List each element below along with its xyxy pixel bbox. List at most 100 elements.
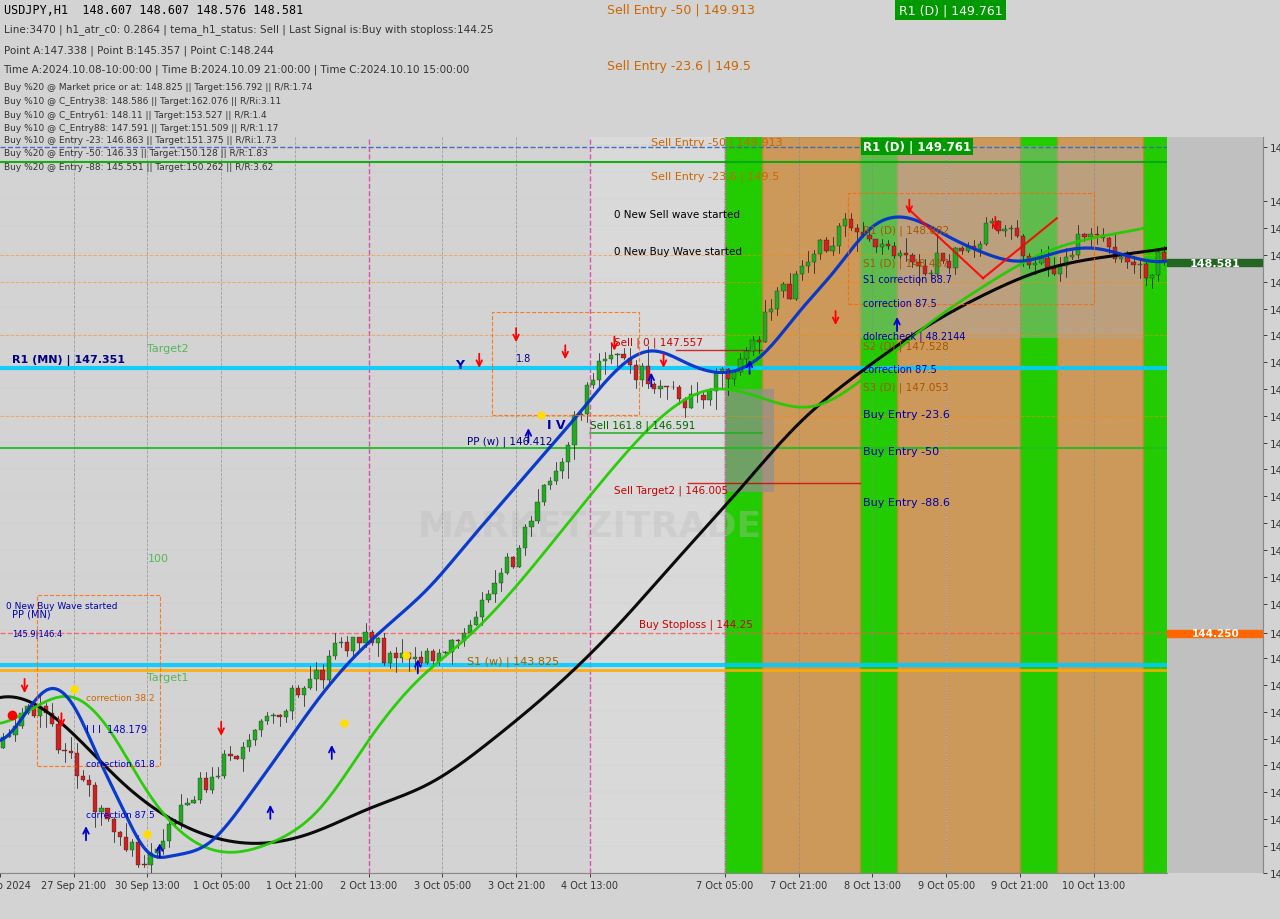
Bar: [351, 638, 356, 651]
Bar: [1088, 235, 1093, 238]
Bar: [899, 254, 902, 256]
Bar: [93, 785, 97, 811]
Bar: [1, 737, 5, 748]
Bar: [271, 715, 275, 716]
Bar: [714, 373, 718, 391]
Bar: [81, 776, 84, 780]
Bar: [879, 244, 883, 248]
Bar: [1009, 229, 1012, 230]
Text: S1 (D) | 148.487: S1 (D) | 148.487: [863, 258, 948, 268]
Bar: [860, 138, 897, 873]
Text: Buy Entry -88.6: Buy Entry -88.6: [863, 497, 950, 507]
Bar: [756, 340, 760, 342]
Text: Buy %10 @ C_Entry61: 148.11 || Target:153.527 || R/R:1.4: Buy %10 @ C_Entry61: 148.11 || Target:15…: [4, 110, 266, 119]
Bar: [535, 502, 540, 521]
Bar: [904, 254, 909, 255]
Bar: [241, 747, 244, 759]
Text: correction 87.5: correction 87.5: [863, 299, 937, 308]
Bar: [572, 415, 576, 445]
Bar: [1119, 257, 1124, 260]
Bar: [339, 642, 343, 643]
Bar: [689, 395, 694, 408]
Bar: [462, 633, 466, 641]
Text: Buy %20 @ Entry -88: 145.551 || Target:150.262 || R/R:3.62: Buy %20 @ Entry -88: 145.551 || Target:1…: [4, 163, 273, 172]
Bar: [1132, 263, 1135, 266]
Text: Buy Entry -50: Buy Entry -50: [863, 446, 938, 456]
Text: Buy %10 @ C_Entry38: 148.586 || Target:162.076 || R/Ri:3.11: Buy %10 @ C_Entry38: 148.586 || Target:1…: [4, 97, 280, 107]
Text: Buy %20 @ Market price or at: 148.825 || Target:156.792 || R/R:1.74: Buy %20 @ Market price or at: 148.825 ||…: [4, 83, 312, 92]
Bar: [302, 688, 306, 696]
Bar: [388, 653, 392, 664]
Bar: [524, 528, 527, 549]
Bar: [561, 463, 564, 471]
Bar: [824, 241, 828, 252]
Text: Sell Entry -50 | 149.913: Sell Entry -50 | 149.913: [652, 138, 783, 148]
Bar: [1107, 239, 1111, 248]
Bar: [394, 653, 398, 658]
Text: Sell Target2 | 146.005: Sell Target2 | 146.005: [614, 484, 728, 495]
Bar: [739, 360, 742, 372]
Bar: [769, 310, 773, 312]
Bar: [87, 780, 91, 785]
Bar: [818, 241, 822, 255]
Bar: [1156, 253, 1160, 276]
Bar: [407, 652, 411, 660]
Bar: [253, 730, 257, 740]
Bar: [1070, 255, 1074, 258]
Bar: [860, 146, 1143, 339]
Bar: [8, 734, 12, 737]
Text: R1 (MN) | 147.351: R1 (MN) | 147.351: [13, 355, 125, 366]
Bar: [412, 657, 417, 660]
Text: 0 New Buy Wave started: 0 New Buy Wave started: [6, 601, 118, 610]
Text: 0 New Sell wave started: 0 New Sell wave started: [614, 210, 740, 220]
Bar: [289, 688, 294, 711]
Bar: [585, 385, 589, 414]
Bar: [1027, 256, 1032, 267]
Bar: [265, 716, 269, 721]
Bar: [726, 369, 730, 380]
Bar: [511, 557, 515, 567]
Bar: [566, 445, 571, 463]
Bar: [897, 138, 1020, 873]
Text: Sell Entry -50 | 149.913: Sell Entry -50 | 149.913: [607, 4, 755, 17]
Bar: [438, 652, 442, 662]
Bar: [794, 274, 797, 300]
Text: Line:3470 | h1_atr_c0: 0.2864 | tema_h1_status: Sell | Last Signal is:Buy with s: Line:3470 | h1_atr_c0: 0.2864 | tema_h1_…: [4, 24, 493, 35]
Text: S1 correction 88.7: S1 correction 88.7: [863, 275, 951, 285]
Bar: [1101, 235, 1105, 239]
Bar: [155, 849, 159, 853]
Bar: [308, 679, 312, 688]
Bar: [118, 832, 122, 836]
Bar: [449, 641, 453, 652]
Bar: [419, 657, 422, 663]
Bar: [247, 740, 251, 747]
Bar: [38, 706, 42, 716]
Bar: [1125, 257, 1129, 263]
Text: PP (MN): PP (MN): [13, 608, 51, 618]
Bar: [855, 228, 859, 233]
Bar: [1002, 230, 1006, 232]
Bar: [74, 754, 79, 776]
Bar: [326, 656, 330, 680]
Bar: [131, 842, 134, 850]
Bar: [173, 823, 177, 824]
Bar: [37, 596, 160, 766]
Bar: [831, 247, 835, 252]
Bar: [991, 221, 995, 224]
Bar: [1033, 264, 1037, 267]
Bar: [1149, 276, 1155, 278]
Bar: [530, 521, 534, 528]
Bar: [1144, 265, 1148, 278]
Text: correction 87.5: correction 87.5: [863, 365, 937, 375]
Bar: [658, 387, 663, 390]
Bar: [978, 244, 982, 250]
Text: correction 87.5: correction 87.5: [86, 811, 155, 820]
Bar: [376, 639, 380, 643]
Bar: [916, 262, 920, 267]
Bar: [701, 395, 705, 401]
Bar: [1162, 253, 1166, 262]
Bar: [1114, 248, 1117, 260]
Bar: [763, 312, 767, 342]
Bar: [842, 220, 847, 227]
Bar: [684, 400, 687, 408]
